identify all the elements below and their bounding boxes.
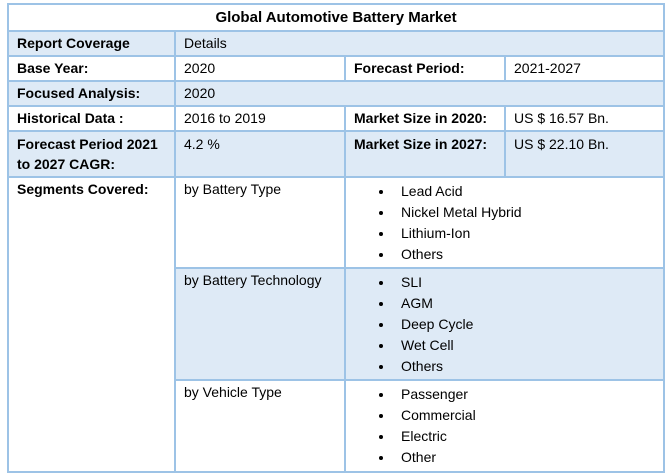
base-year-row: Base Year: 2020 Forecast Period: 2021-20… — [7, 55, 666, 82]
base-year-value: 2020 — [174, 55, 346, 82]
segment-item: Lithium-Ion — [394, 223, 655, 244]
market-size-2020-label: Market Size in 2020: — [344, 105, 506, 132]
report-coverage-label: Report Coverage — [7, 30, 176, 57]
segment-group-battery-type-items: Lead AcidNickel Metal HybridLithium-IonO… — [343, 176, 666, 269]
cagr-value: 4.2 % — [174, 130, 346, 178]
segment-item: Others — [394, 356, 655, 377]
battery-technology-bullet-list: SLIAGMDeep CycleWet CellOthers — [354, 272, 655, 377]
segment-group-battery-type-label: by Battery Type — [174, 176, 346, 269]
market-size-2027-value: US $ 22.10 Bn. — [503, 130, 666, 178]
report-coverage-row: Report Coverage Details — [7, 30, 666, 57]
cagr-label: Forecast Period 2021 to 2027 CAGR: — [7, 130, 176, 178]
title-row: Global Automotive Battery Market — [6, 3, 666, 32]
segment-item: Commercial — [394, 405, 655, 426]
focused-analysis-label: Focused Analysis: — [7, 80, 176, 107]
report-coverage-table: Global Automotive Battery Market Report … — [6, 3, 666, 473]
segment-item: Wet Cell — [394, 335, 655, 356]
historical-data-value: 2016 to 2019 — [174, 105, 346, 132]
base-year-label: Base Year: — [7, 55, 176, 82]
segment-group-battery-technology-items: SLIAGMDeep CycleWet CellOthers — [343, 267, 666, 381]
table-title: Global Automotive Battery Market — [6, 3, 666, 32]
segment-item: Electric — [394, 426, 655, 447]
segment-group-battery-technology-label: by Battery Technology — [174, 267, 346, 381]
cagr-row: Forecast Period 2021 to 2027 CAGR: 4.2 %… — [7, 130, 666, 178]
segments-row-battery-technology: by Battery Technology SLIAGMDeep CycleWe… — [8, 267, 666, 381]
segment-item: Passenger — [394, 384, 655, 405]
battery-type-bullet-list: Lead AcidNickel Metal HybridLithium-IonO… — [354, 181, 655, 265]
segment-item: SLI — [394, 272, 655, 293]
segment-item: Nickel Metal Hybrid — [394, 202, 655, 223]
segment-item: Other — [394, 447, 655, 468]
segment-item: Lead Acid — [394, 181, 655, 202]
segment-item: Others — [394, 244, 655, 265]
segment-group-vehicle-type-label: by Vehicle Type — [174, 379, 346, 473]
segments-row-battery-type: Segments Covered: by Battery Type Lead A… — [7, 176, 666, 473]
vehicle-type-bullet-list: PassengerCommercialElectricOther — [354, 384, 655, 468]
segment-group-vehicle-type-items: PassengerCommercialElectricOther — [343, 379, 666, 473]
segment-item: Deep Cycle — [394, 314, 655, 335]
forecast-period-value: 2021-2027 — [503, 55, 666, 82]
segment-item: AGM — [394, 293, 655, 314]
focused-analysis-row: Focused Analysis: 2020 — [7, 80, 666, 107]
segments-covered-label: Segments Covered: — [7, 176, 176, 473]
historical-data-label: Historical Data : — [7, 105, 176, 132]
report-coverage-value: Details — [173, 30, 666, 57]
historical-data-row: Historical Data : 2016 to 2019 Market Si… — [7, 105, 666, 132]
forecast-period-label: Forecast Period: — [344, 55, 506, 82]
market-size-2020-value: US $ 16.57 Bn. — [503, 105, 666, 132]
report-coverage-table-wrap: Global Automotive Battery Market Report … — [6, 3, 666, 473]
focused-analysis-value: 2020 — [173, 80, 666, 107]
market-size-2027-label: Market Size in 2027: — [344, 130, 506, 178]
